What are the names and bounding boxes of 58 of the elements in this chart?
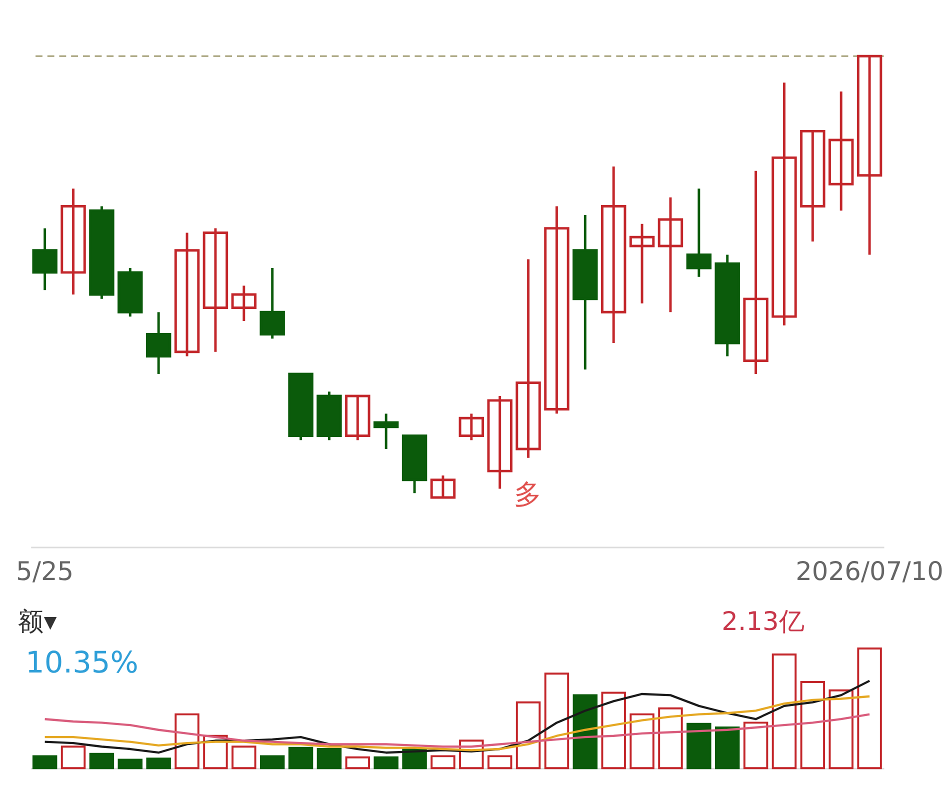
- bar: [174, 713, 200, 770]
- bar: [345, 756, 370, 770]
- bar: [800, 681, 826, 770]
- candlestick: [231, 284, 257, 322]
- annotation: 10.35%: [25, 645, 138, 680]
- candlestick: [516, 258, 541, 460]
- bar: [288, 746, 314, 770]
- bar: [601, 692, 626, 770]
- bar: [743, 722, 768, 770]
- bar: [487, 755, 512, 770]
- candlestick: [458, 412, 484, 442]
- bar: [232, 746, 256, 770]
- bar: [658, 707, 683, 770]
- bar: [203, 734, 228, 770]
- bar: [572, 694, 598, 770]
- x-tick-label: 5/25: [16, 557, 74, 588]
- candlestick: [345, 394, 370, 442]
- bar: [374, 756, 398, 770]
- candlestick: [373, 412, 399, 450]
- candlestick: [658, 196, 684, 314]
- bar: [316, 748, 342, 770]
- bar: [118, 758, 143, 770]
- bar: [32, 755, 58, 770]
- candlestick: [800, 130, 826, 243]
- candlestick: [856, 54, 882, 256]
- candlestick: [487, 394, 512, 490]
- candlestick: [430, 474, 456, 499]
- candlestick: [600, 165, 626, 344]
- bar: [714, 726, 740, 770]
- bar: [430, 755, 456, 770]
- bar: [459, 740, 484, 770]
- bar: [630, 713, 654, 770]
- bar: [828, 689, 854, 770]
- candlestick: [828, 90, 854, 212]
- candlestick: [202, 227, 228, 354]
- candlestick: [686, 187, 712, 278]
- candlestick: [629, 222, 655, 305]
- bar: [89, 752, 114, 770]
- text: 额▾: [18, 606, 57, 637]
- candlestick: [146, 310, 172, 376]
- candlestick: [743, 170, 768, 376]
- bar: [60, 746, 86, 770]
- candlestick: [174, 231, 200, 358]
- bar: [544, 672, 570, 770]
- bar: [686, 722, 712, 770]
- candlestick: [772, 81, 797, 327]
- candlestick: [60, 187, 86, 296]
- candlestick: [32, 227, 58, 292]
- bar: [146, 758, 171, 770]
- bar: [516, 701, 541, 770]
- candlestick: [544, 205, 570, 415]
- bar: [857, 648, 882, 770]
- text: 2.13亿: [722, 606, 805, 637]
- bar: [260, 755, 285, 770]
- x-tick-label: 2026/07/10: [796, 557, 944, 588]
- annotation: 多: [514, 478, 542, 511]
- candlestick: [260, 266, 285, 340]
- bar: [772, 654, 797, 770]
